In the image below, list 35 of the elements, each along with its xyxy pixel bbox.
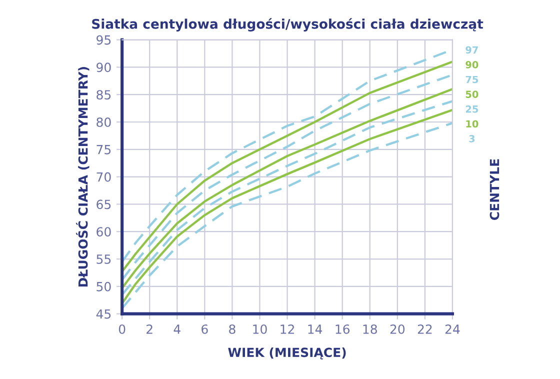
series-label: 90 [466,61,478,68]
y-tick-label: 75 [96,145,111,154]
x-tick-label: 8 [229,324,236,334]
y-tick-label: 50 [96,282,111,292]
x-tick-label: 16 [336,324,350,334]
chart-title: Siatka centylowa długości/wysokości ciała dziewcząt [92,18,484,32]
y-tick-label: 85 [96,90,111,100]
x-tick-label: 10 [253,324,267,334]
x-tick-label: 24 [445,324,460,334]
y2-axis-title: CENTYLE [490,159,500,220]
series-label: 97 [466,46,478,54]
y-tick-label: 80 [96,117,111,127]
x-tick-label: 18 [363,324,377,334]
x-tick-label: 12 [280,324,294,334]
y-tick-label: 55 [96,254,111,264]
y-tick-label: 70 [96,172,111,182]
y-tick-label: 65 [96,200,111,210]
series-label: 25 [466,105,478,113]
x-tick-label: 14 [308,324,322,334]
x-tick-label: 20 [390,324,405,334]
series-label: 10 [466,120,478,128]
x-tick-label: 6 [202,324,208,334]
y-tick-label: 45 [96,309,111,319]
series-label: 75 [466,76,478,84]
y-axis-title: DŁUGOŚĆ CIAŁA (CENTYMETRY) [76,67,90,287]
y-tick-label: 90 [96,62,111,72]
y-tick-label: 60 [96,227,111,237]
x-tick-label: 0 [118,324,126,334]
series-label: 50 [466,90,478,98]
x-tick-label: 4 [174,324,180,334]
x-axis-title: WIEK (MIESIĄCE) [228,347,346,360]
text: 3 [469,135,475,142]
x-tick-label: 22 [418,324,432,334]
y-tick-label: 95 [96,35,111,45]
x-tick-label: 2 [146,324,152,334]
